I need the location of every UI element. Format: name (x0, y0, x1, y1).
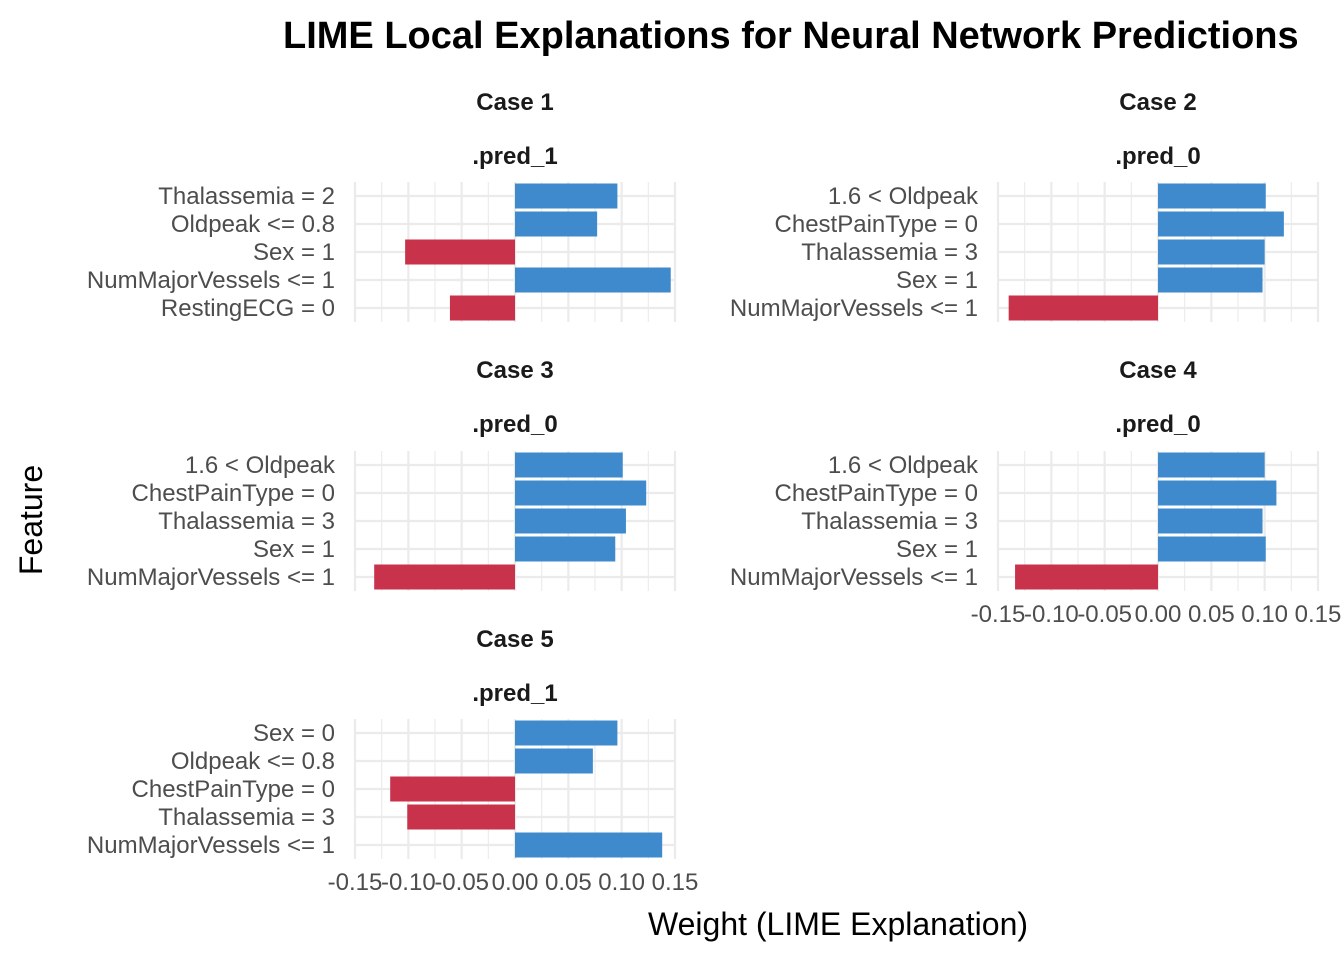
bar (374, 564, 515, 590)
x-tick-label: -0.10 (1024, 601, 1079, 628)
bar (515, 183, 618, 209)
facet-case-label: Case 2 (1119, 89, 1196, 116)
facet-panel: Case 2 .pred_0 1.6 < OldpeakChestPainType … (730, 89, 1320, 322)
feature-label: NumMajorVessels <= 1 (730, 564, 978, 591)
feature-label: Thalassemia = 3 (158, 508, 335, 535)
bar (449, 295, 515, 321)
feature-label: NumMajorVessels <= 1 (730, 295, 978, 322)
feature-label: ChestPainType = 0 (775, 480, 978, 507)
bar (390, 776, 515, 802)
bar (515, 832, 663, 858)
x-axis-title: Weight (LIME Explanation) (648, 906, 1028, 942)
bar (515, 452, 623, 478)
bar (1158, 536, 1266, 562)
bar (1158, 183, 1266, 209)
facet-prediction-label: .pred_1 (472, 680, 557, 707)
feature-label: Oldpeak <= 0.8 (171, 211, 335, 238)
facet-panel: Case 4 .pred_0 1.6 < OldpeakChestPainType … (730, 357, 1341, 628)
feature-label: NumMajorVessels <= 1 (87, 832, 335, 859)
feature-label: 1.6 < Oldpeak (185, 452, 336, 479)
feature-label: ChestPainType = 0 (132, 480, 335, 507)
x-tick-label: 0.15 (652, 869, 699, 896)
feature-label: Sex = 1 (253, 536, 335, 563)
feature-label: Thalassemia = 2 (158, 183, 335, 210)
bar (1158, 211, 1284, 237)
facet-panel: Case 3 .pred_0 1.6 < OldpeakChestPainType … (87, 357, 677, 591)
facet-case-label: Case 3 (476, 357, 553, 384)
x-tick-label: 0.10 (1241, 601, 1288, 628)
bar (515, 720, 618, 746)
x-tick-label: -0.10 (381, 869, 436, 896)
feature-label: Thalassemia = 3 (801, 239, 978, 266)
x-tick-label: -0.05 (434, 869, 489, 896)
bar (407, 804, 515, 830)
feature-label: ChestPainType = 0 (775, 211, 978, 238)
facet-case-label: Case 5 (476, 626, 553, 653)
x-tick-label: -0.05 (1077, 601, 1132, 628)
x-tick-label: -0.15 (971, 601, 1026, 628)
facet-case-label: Case 1 (476, 89, 553, 116)
feature-label: Thalassemia = 3 (801, 508, 978, 535)
x-tick-label: 0.15 (1295, 601, 1342, 628)
feature-label: ChestPainType = 0 (132, 776, 335, 803)
bar (515, 480, 647, 506)
feature-label: 1.6 < Oldpeak (828, 183, 979, 210)
feature-label: Sex = 1 (896, 267, 978, 294)
bar (1158, 267, 1263, 293)
facet-prediction-label: .pred_1 (472, 143, 557, 170)
feature-label: RestingECG = 0 (161, 295, 335, 322)
bar (515, 536, 616, 562)
bar (515, 211, 598, 237)
bar (515, 508, 626, 534)
bar (515, 748, 593, 774)
bar (1015, 564, 1158, 590)
feature-label: Oldpeak <= 0.8 (171, 748, 335, 775)
feature-label: Sex = 1 (896, 536, 978, 563)
bar (1158, 480, 1277, 506)
bar (405, 239, 515, 265)
bar (1158, 508, 1263, 534)
feature-label: 1.6 < Oldpeak (828, 452, 979, 479)
bar (1158, 452, 1265, 478)
x-tick-label: 0.00 (492, 869, 539, 896)
feature-label: Sex = 0 (253, 720, 335, 747)
y-axis-title: Feature (13, 465, 49, 575)
facet-prediction-label: .pred_0 (1115, 411, 1200, 438)
x-tick-label: 0.05 (545, 869, 592, 896)
x-tick-label: -0.15 (328, 869, 383, 896)
feature-label: Thalassemia = 3 (158, 804, 335, 831)
feature-label: NumMajorVessels <= 1 (87, 267, 335, 294)
feature-label: NumMajorVessels <= 1 (87, 564, 335, 591)
x-tick-label: 0.10 (598, 869, 645, 896)
bar (1008, 295, 1158, 321)
facet-case-label: Case 4 (1119, 357, 1197, 384)
chart-title: LIME Local Explanations for Neural Netwo… (283, 15, 1299, 57)
bar (1158, 239, 1265, 265)
x-tick-label: 0.05 (1188, 601, 1235, 628)
x-tick-label: 0.00 (1135, 601, 1182, 628)
bar (515, 267, 671, 293)
facet-prediction-label: .pred_0 (472, 411, 557, 438)
facet-prediction-label: .pred_0 (1115, 143, 1200, 170)
feature-label: Sex = 1 (253, 239, 335, 266)
